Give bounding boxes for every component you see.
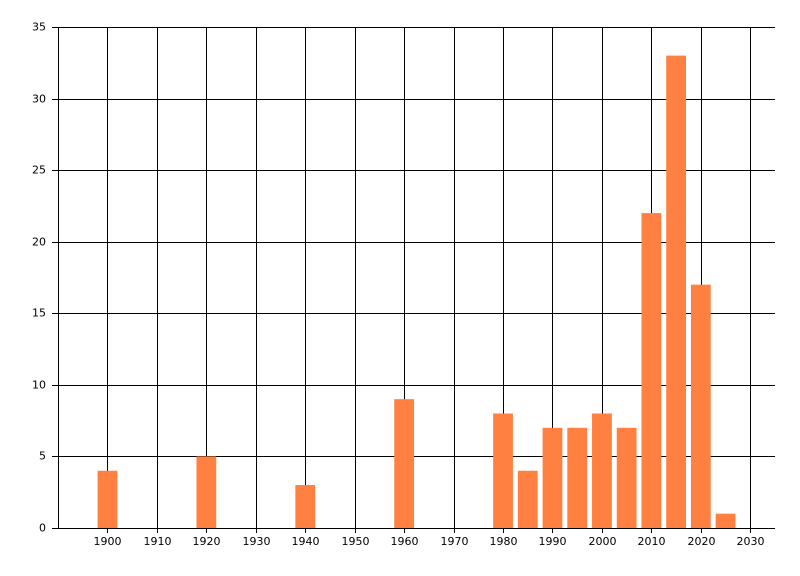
bar	[616, 427, 637, 528]
x-tick-label: 1900	[94, 535, 122, 548]
y-tick-label: 10	[32, 379, 46, 392]
x-tick-label: 2020	[688, 535, 716, 548]
x-tick-label: 2010	[638, 535, 666, 548]
x-tick-label: 1970	[441, 535, 469, 548]
y-tick-label: 35	[32, 21, 46, 34]
x-tick-label: 1940	[292, 535, 320, 548]
bar	[394, 399, 415, 528]
bar	[517, 470, 538, 528]
bar	[690, 284, 711, 528]
bar	[295, 485, 316, 528]
x-tick-label: 1920	[193, 535, 221, 548]
x-tick-label: 2000	[589, 535, 617, 548]
x-tick-label: 1930	[243, 535, 271, 548]
y-tick-label: 30	[32, 93, 46, 106]
x-tick-label: 1990	[539, 535, 567, 548]
x-tick-label: 1960	[391, 535, 419, 548]
bar	[493, 413, 513, 528]
bar	[592, 413, 612, 528]
bar	[196, 456, 217, 528]
bar	[542, 427, 563, 528]
bar	[715, 513, 736, 528]
x-tick-label: 2030	[737, 535, 765, 548]
y-tick-label: 5	[39, 450, 46, 463]
bar	[641, 213, 662, 529]
y-tick-label: 15	[32, 307, 46, 320]
y-tick-label: 25	[32, 164, 46, 177]
y-tick-label: 0	[39, 522, 46, 535]
bar	[97, 470, 118, 528]
bar	[567, 427, 588, 528]
bar	[666, 55, 686, 528]
x-tick-label: 1980	[490, 535, 518, 548]
y-tick-label: 20	[32, 236, 46, 249]
x-tick-label: 1910	[144, 535, 172, 548]
x-tick-label: 1950	[342, 535, 370, 548]
